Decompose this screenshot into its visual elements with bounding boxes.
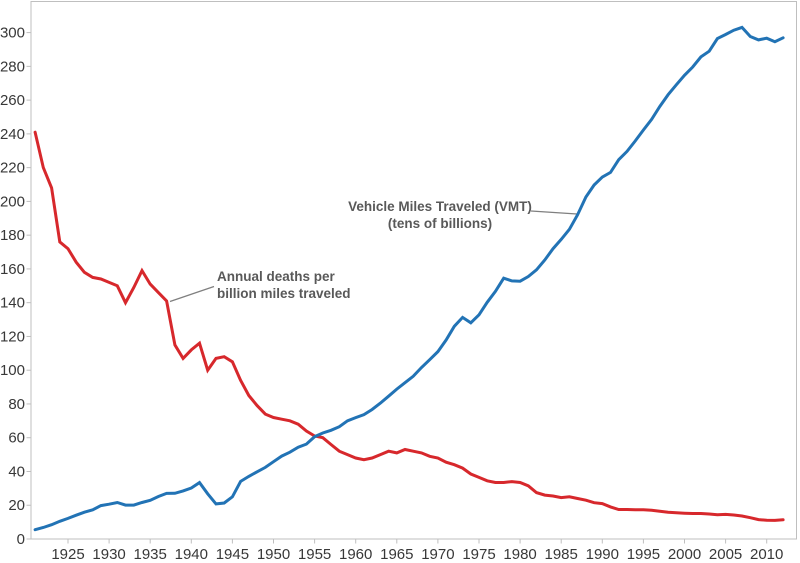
x-tick-label: 1955: [298, 546, 331, 563]
vmt-label-text-line2: (tens of billions): [388, 216, 492, 231]
y-tick-label: 0: [17, 531, 25, 548]
x-tick-label: 1970: [421, 546, 454, 563]
x-tick-label: 1935: [134, 546, 167, 563]
deaths-label-text-line2: billion miles traveled: [217, 286, 351, 301]
x-tick-label: 2000: [668, 546, 701, 563]
vmt-series-line: [33, 25, 785, 532]
deaths-label-text-line1: Annual deaths per: [217, 269, 336, 284]
x-tick-label: 2010: [750, 546, 783, 563]
x-tick-label: 1985: [545, 546, 578, 563]
x-tick-label: 1965: [380, 546, 413, 563]
y-tick-label: 80: [8, 396, 25, 413]
plot-frame: [30, 1, 797, 540]
y-tick-label: 260: [0, 92, 25, 109]
x-tick-label: 1950: [257, 546, 290, 563]
x-tick-label: 1990: [586, 546, 619, 563]
vmt-label-text-line1: Vehicle Miles Traveled (VMT): [348, 199, 532, 214]
y-tick-label: 20: [8, 497, 25, 514]
y-tick-label: 180: [0, 227, 25, 244]
x-tick-label: 1925: [51, 546, 84, 563]
deaths-series-line: [33, 130, 785, 522]
y-tick-label: 200: [0, 193, 25, 210]
y-tick-label: 280: [0, 58, 25, 75]
y-tick-label: 40: [8, 463, 25, 480]
y-tick-label: 140: [0, 295, 25, 312]
x-tick-label: 1930: [92, 546, 125, 563]
y-tick-label: 100: [0, 362, 25, 379]
y-tick-label: 160: [0, 261, 25, 278]
y-tick-label: 240: [0, 126, 25, 143]
x-tick-label: 1995: [627, 546, 660, 563]
x-tick-label: 1945: [216, 546, 249, 563]
y-tick-label: 120: [0, 328, 25, 345]
x-tick-label: 1960: [339, 546, 372, 563]
vmt-label-connector-line: [530, 210, 578, 215]
y-tick-label: 60: [8, 430, 25, 447]
y-tick-label: 300: [0, 25, 25, 42]
deaths-label-connector-line: [169, 285, 215, 303]
x-tick-label: 1940: [175, 546, 208, 563]
x-tick-label: 1980: [503, 546, 536, 563]
x-tick-label: 1975: [462, 546, 495, 563]
y-tick-label: 220: [0, 160, 25, 177]
x-tick-label: 2005: [709, 546, 742, 563]
